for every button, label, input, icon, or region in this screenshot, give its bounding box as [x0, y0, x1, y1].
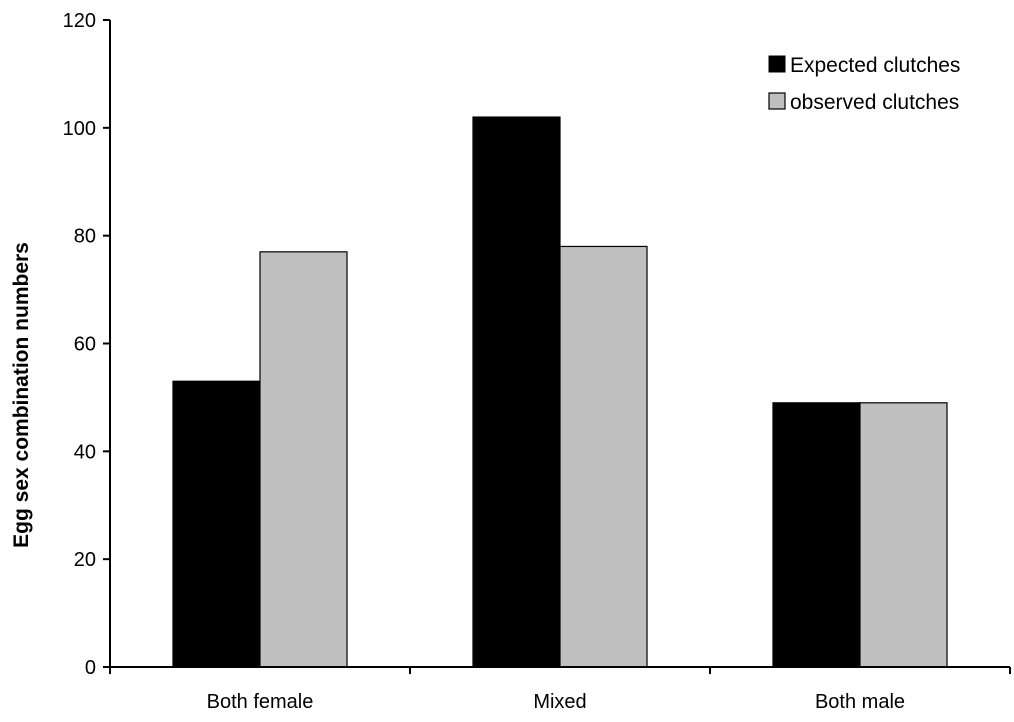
y-tick-label: 60 [74, 334, 96, 356]
y-tick-label: 20 [74, 549, 96, 571]
legend: Expected clutches observed clutches [768, 54, 960, 114]
legend-label-expected: Expected clutches [790, 54, 960, 77]
y-tick-label: 40 [74, 441, 96, 463]
legend-label-observed: observed clutches [790, 91, 959, 114]
y-ticks-group: 0 20 40 60 80 100 120 [63, 10, 110, 679]
x-tick-label: Mixed [533, 691, 586, 713]
x-tick-label: Both female [207, 691, 314, 713]
y-tick-label: 120 [63, 10, 96, 32]
bar-observed-clutches-mixed [559, 245, 648, 668]
bar-observed-clutches-both-male [859, 402, 948, 668]
legend-swatch-observed [768, 92, 786, 110]
x-tick-label: Both male [815, 691, 905, 713]
y-tick-label: 0 [85, 657, 96, 679]
bar-expected-clutches-both-male [772, 402, 861, 668]
bars-group [172, 116, 948, 668]
y-axis-title: Egg sex combination numbers [10, 242, 33, 548]
legend-swatch-expected [768, 55, 786, 73]
bar-observed-clutches-both-female [259, 251, 348, 668]
x-ticks-group: Both female Mixed Both male [109, 667, 1011, 713]
y-tick-label: 100 [63, 118, 96, 140]
bar-expected-clutches-both-female [172, 380, 261, 668]
bar-expected-clutches-mixed [472, 116, 561, 668]
y-tick-label: 80 [74, 226, 96, 248]
